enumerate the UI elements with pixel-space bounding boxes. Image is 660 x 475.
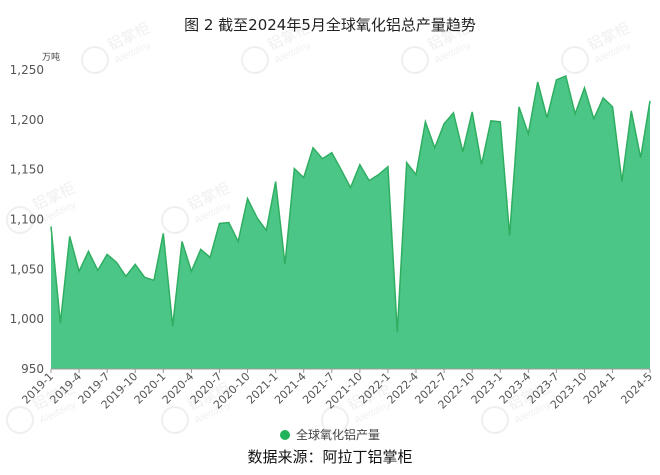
y-tick-label: 1,200	[10, 113, 44, 127]
legend-label: 全球氧化铝产量	[295, 428, 380, 442]
plot-area	[50, 74, 651, 369]
y-axis-unit-label: 万吨	[42, 51, 60, 63]
legend[interactable]: 全球氧化铝产量	[0, 426, 660, 443]
y-tick-label: 1,150	[10, 163, 44, 177]
source-note: 数据来源：阿拉丁铝掌柜	[247, 448, 413, 466]
y-axis-ticks: 950 1,000 1,050 1,100 1,150 1,200 1,250	[10, 63, 44, 376]
y-tick-label: 950	[21, 362, 44, 376]
y-tick-label: 1,000	[10, 312, 44, 326]
x-tick-label: 2024-5	[618, 370, 655, 407]
legend-marker	[279, 430, 290, 440]
chart-title: 图 2 截至2024年5月全球氧化铝总产量趋势	[184, 16, 476, 34]
x-tick-label: 2024-1	[581, 370, 618, 407]
series-line	[50, 74, 651, 333]
x-axis-ticks: 2019-12019-42019-72019-102020-12020-4202…	[19, 369, 655, 412]
series-area	[51, 75, 650, 369]
y-tick-label: 1,100	[10, 213, 44, 227]
y-tick-label: 1,050	[10, 262, 44, 276]
y-tick-label: 1,250	[10, 63, 44, 77]
